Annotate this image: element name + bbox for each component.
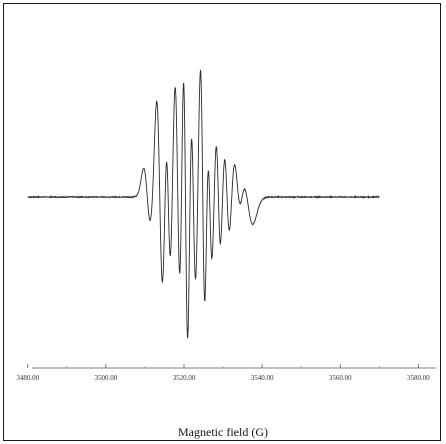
x-tick-label: 3580.00 [407,374,430,382]
spectrum-line [27,69,380,339]
x-tick-label: 3560.00 [329,374,352,382]
x-tick-label: 3540.00 [251,374,274,382]
x-tick-labels: 3480.00 3500.00 3520.00 3540.00 3560.00 3580.… [16,374,430,382]
x-axis-label: Magnetic field (G) [178,425,268,439]
x-tick-label: 3520.00 [173,374,196,382]
x-tick-label: 3480.00 [16,374,39,382]
x-tick-label: 3500.00 [94,374,117,382]
x-ticks [27,364,419,368]
